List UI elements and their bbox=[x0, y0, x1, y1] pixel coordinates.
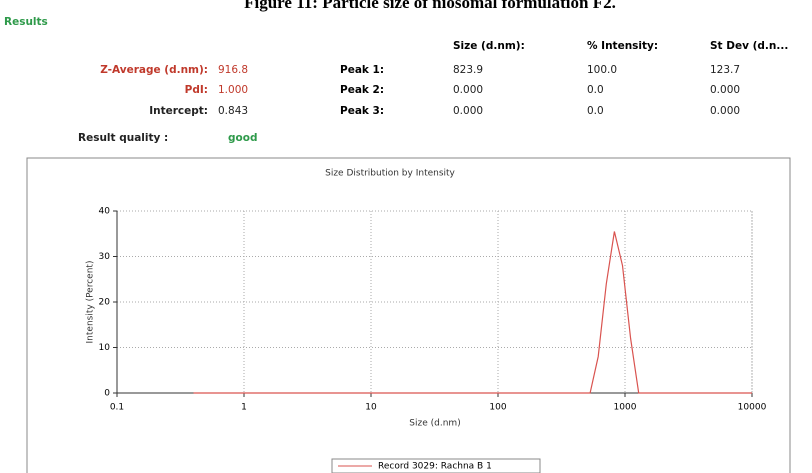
peak-value: 0.000 bbox=[710, 84, 740, 96]
chart-frame bbox=[26, 157, 791, 473]
x-tick-label: 10 bbox=[365, 403, 377, 413]
y-tick-label: 30 bbox=[99, 252, 111, 262]
summary-label: Intercept: bbox=[149, 105, 208, 117]
x-tick-label: 1 bbox=[241, 403, 247, 413]
quality-label: Result quality : bbox=[78, 132, 168, 144]
x-tick-label: 0.1 bbox=[110, 403, 124, 413]
peak-value: 123.7 bbox=[710, 64, 740, 76]
y-tick-label: 40 bbox=[99, 207, 111, 217]
x-tick-label: 100 bbox=[489, 403, 506, 413]
legend-label: Record 3029: Rachna B 1 bbox=[378, 462, 492, 472]
peak-value: 0.000 bbox=[453, 84, 483, 96]
y-tick-label: 0 bbox=[104, 389, 110, 399]
peak-value: 0.0 bbox=[587, 105, 604, 117]
peak-label: Peak 1: bbox=[340, 64, 384, 76]
column-header: Size (d.nm): bbox=[453, 40, 525, 52]
results-heading: Results bbox=[4, 16, 48, 28]
summary-value: 0.843 bbox=[218, 105, 248, 117]
figure-title: Figure 11: Particle size of niosomal for… bbox=[244, 0, 616, 12]
x-tick-label: 10000 bbox=[738, 403, 767, 413]
peak-label: Peak 3: bbox=[340, 105, 384, 117]
quality-value: good bbox=[228, 132, 257, 144]
x-tick-label: 1000 bbox=[614, 403, 637, 413]
summary-value: 1.000 bbox=[218, 84, 248, 96]
peak-value: 100.0 bbox=[587, 64, 617, 76]
y-tick-label: 10 bbox=[99, 343, 111, 353]
summary-value: 916.8 bbox=[218, 64, 248, 76]
peak-value: 0.000 bbox=[710, 105, 740, 117]
peak-value: 0.0 bbox=[587, 84, 604, 96]
summary-label: PdI: bbox=[185, 84, 208, 96]
x-axis-label: Size (d.nm) bbox=[409, 419, 460, 429]
legend bbox=[331, 458, 541, 473]
plot-area bbox=[116, 210, 753, 394]
column-header: % Intensity: bbox=[587, 40, 658, 52]
peak-value: 0.000 bbox=[453, 105, 483, 117]
peak-label: Peak 2: bbox=[340, 84, 384, 96]
summary-label: Z-Average (d.nm): bbox=[100, 64, 208, 76]
peak-value: 823.9 bbox=[453, 64, 483, 76]
y-axis-label: Intensity (Percent) bbox=[86, 261, 96, 344]
y-tick-label: 20 bbox=[99, 298, 111, 308]
column-header: St Dev (d.n... bbox=[710, 40, 788, 52]
chart-title: Size Distribution by Intensity bbox=[325, 169, 455, 179]
data-line bbox=[193, 231, 752, 394]
